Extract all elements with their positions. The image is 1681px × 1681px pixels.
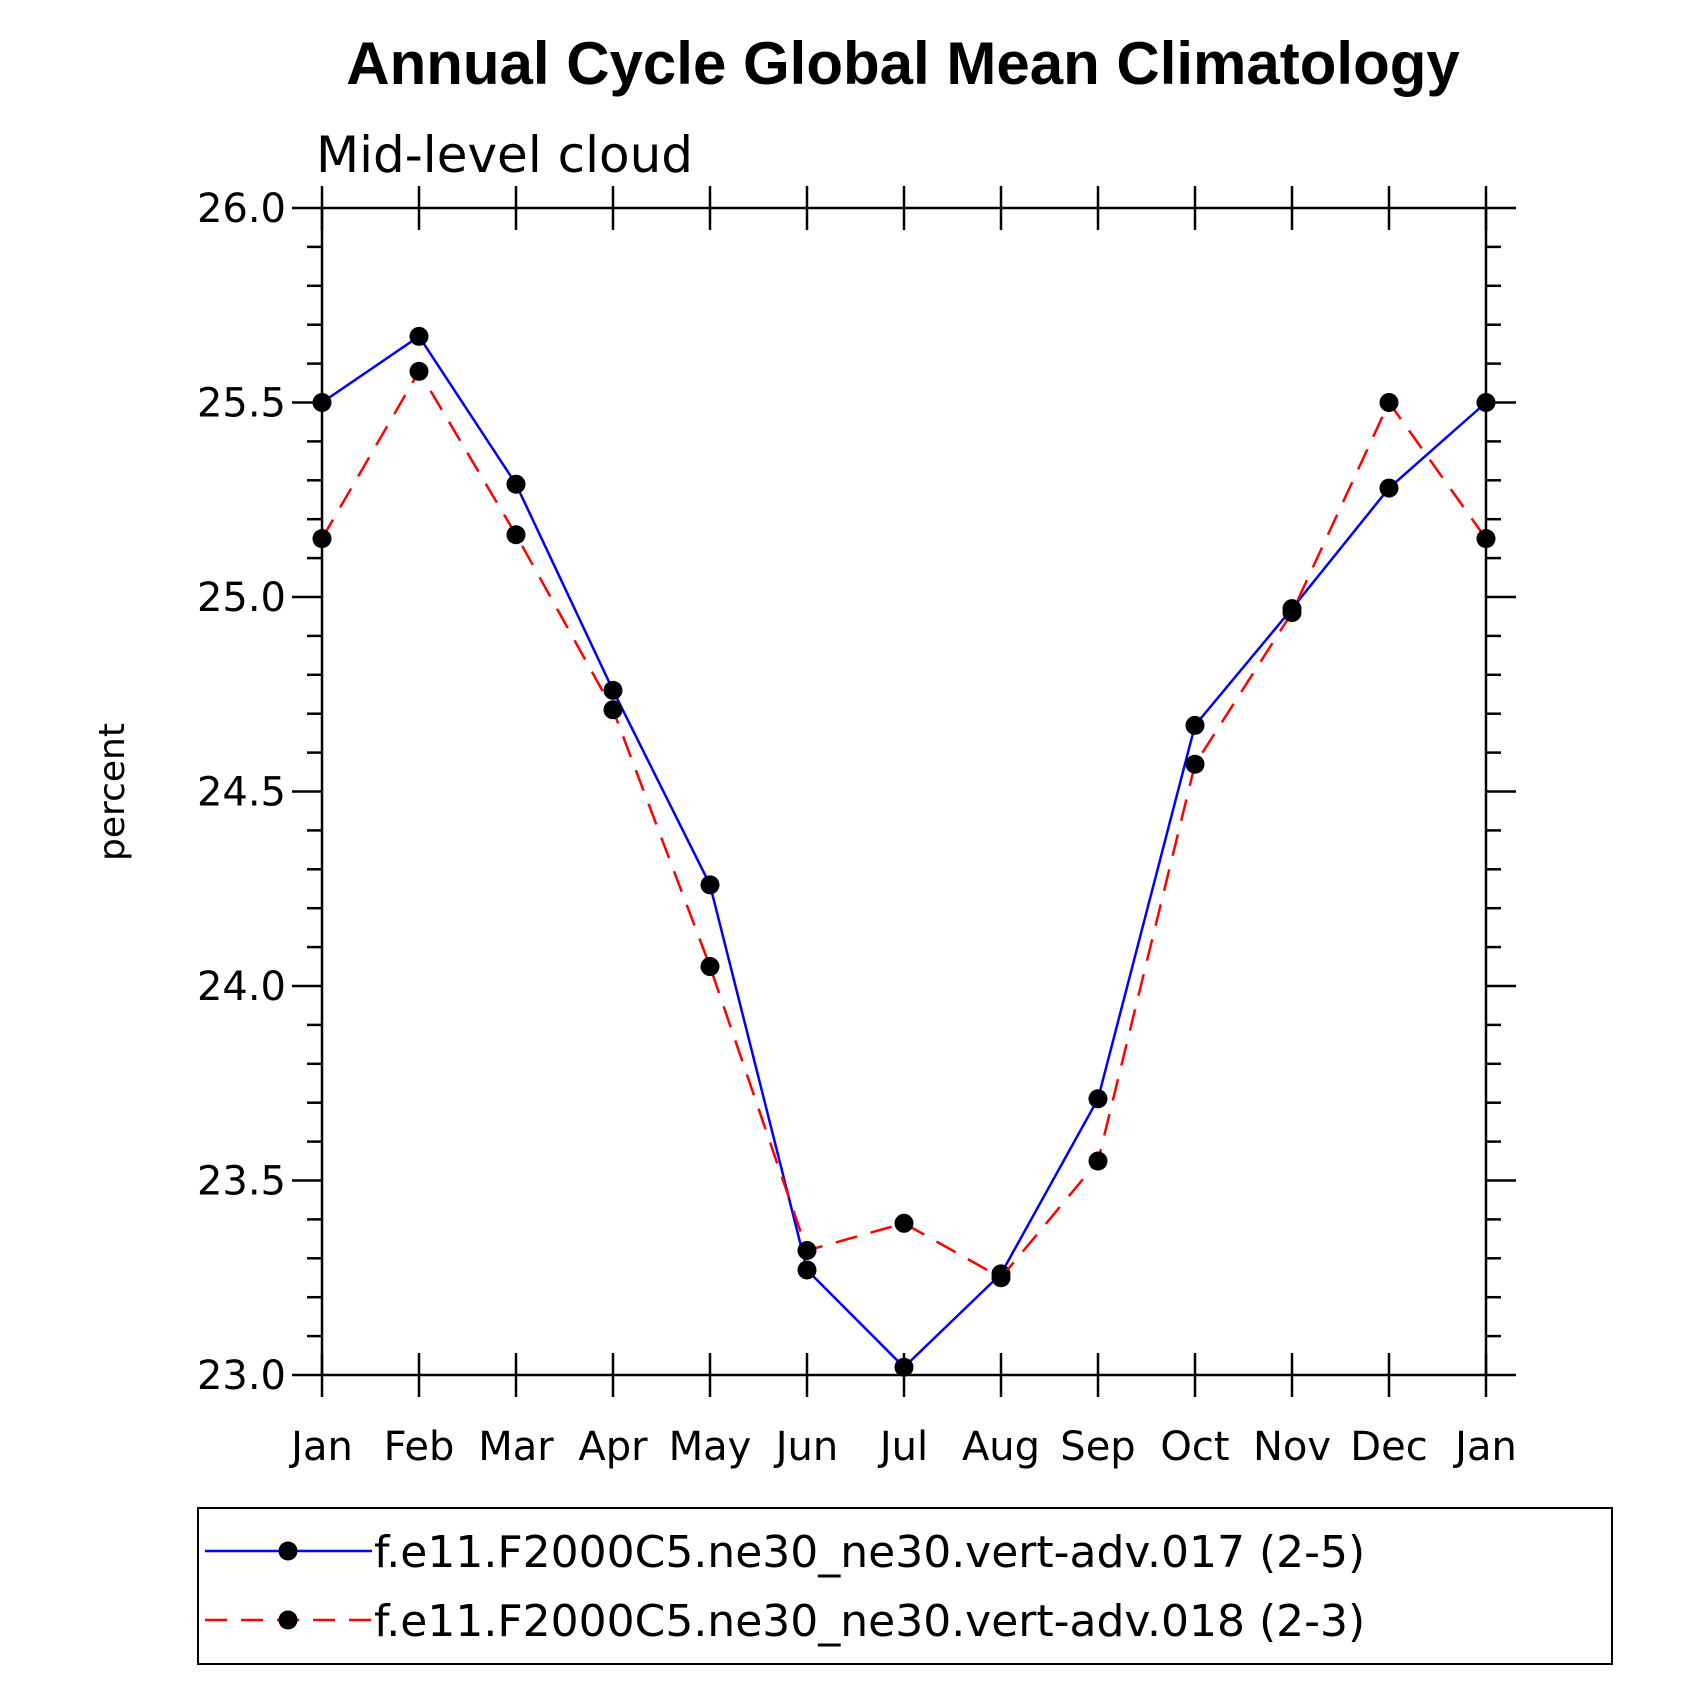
y-tick-label: 25.5 <box>197 381 286 427</box>
data-point <box>797 1241 817 1261</box>
data-point <box>894 1213 914 1233</box>
data-point <box>312 529 332 549</box>
legend-marker-2 <box>278 1610 298 1630</box>
x-tick-label: Jul <box>877 1424 928 1470</box>
legend-label-1: f.e11.F2000C5.ne30_ne30.vert-adv.017 (2-… <box>374 1527 1365 1578</box>
data-point <box>1185 715 1205 735</box>
data-point <box>991 1268 1011 1288</box>
x-tick-label: Oct <box>1160 1424 1229 1470</box>
data-point <box>1088 1089 1108 1109</box>
series-line-1 <box>321 334 1487 1369</box>
y-tick-labels: 23.0 23.5 24.0 24.5 25.0 25.5 26.0 <box>197 186 286 1399</box>
x-tick-label: Dec <box>1350 1424 1427 1470</box>
x-tick-labels: Jan Feb Mar Apr May Jun Jul Aug Sep Oct Nov Dec Jan <box>288 1424 1517 1470</box>
data-point <box>1476 393 1496 412</box>
data-point <box>409 326 429 346</box>
data-point <box>409 361 429 381</box>
x-tick-label: Mar <box>478 1424 554 1470</box>
plot-frame <box>320 206 1488 1377</box>
data-point <box>603 700 623 720</box>
x-tick-label: May <box>669 1424 752 1470</box>
x-tick-label: Sep <box>1060 1424 1135 1470</box>
data-point <box>1088 1151 1108 1171</box>
legend-marker-1 <box>278 1541 298 1561</box>
data-point <box>1476 529 1496 549</box>
data-point <box>506 525 526 545</box>
legend-entries: f.e11.F2000C5.ne30_ne30.vert-adv.017 (2-… <box>205 1527 1365 1647</box>
y-tick-label: 26.0 <box>197 186 286 232</box>
x-tick-label: Jan <box>1452 1424 1517 1470</box>
data-point <box>1185 754 1205 774</box>
x-tick-label: Apr <box>578 1424 648 1470</box>
y-tick-label: 25.0 <box>197 575 286 621</box>
chart-subtitle: Mid-level cloud <box>316 126 693 184</box>
x-tick-label: Nov <box>1253 1424 1331 1470</box>
y-tick-label: 23.5 <box>197 1159 286 1205</box>
y-axis-label: percent <box>92 723 133 861</box>
data-point <box>1379 478 1399 498</box>
y-tick-label: 24.0 <box>197 964 286 1010</box>
chart-title: Annual Cycle Global Mean Climatology <box>346 30 1460 97</box>
data-point <box>603 680 623 700</box>
data-point <box>700 875 720 895</box>
data-point <box>894 1357 914 1377</box>
data-point <box>700 957 720 977</box>
y-tick-label: 23.0 <box>197 1353 286 1399</box>
legend-label-2: f.e11.F2000C5.ne30_ne30.vert-adv.018 (2-… <box>374 1596 1365 1647</box>
data-point <box>1379 393 1399 412</box>
series-layer <box>312 326 1496 1377</box>
x-tick-label: Feb <box>384 1424 455 1470</box>
x-tick-label: Jan <box>288 1424 353 1470</box>
data-point <box>312 393 332 412</box>
data-point <box>797 1260 817 1280</box>
series-line-2 <box>320 368 1488 1280</box>
data-point <box>1282 603 1302 623</box>
legend-box <box>197 1507 1613 1665</box>
data-point <box>506 474 526 494</box>
y-tick-label: 24.5 <box>197 770 286 816</box>
x-tick-label: Jun <box>773 1424 839 1470</box>
x-tick-label: Aug <box>962 1424 1040 1470</box>
legend: f.e11.F2000C5.ne30_ne30.vert-adv.017 (2-… <box>197 1507 1613 1665</box>
